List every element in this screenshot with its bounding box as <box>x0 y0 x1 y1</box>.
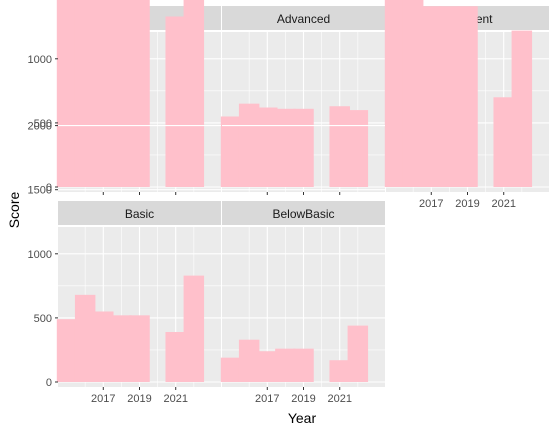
bar <box>165 16 186 187</box>
y-tick-label: 1000 <box>28 54 52 66</box>
bar <box>257 107 278 187</box>
x-axis-title: Year <box>288 410 317 426</box>
facet-proficient: Proficient <box>384 0 549 192</box>
bar <box>129 0 150 188</box>
y-tick-label: 500 <box>34 313 52 325</box>
bar <box>421 6 442 187</box>
bar <box>129 315 150 382</box>
y-tick-label: 2000 <box>28 121 52 133</box>
bar <box>347 110 369 187</box>
bar <box>347 325 369 382</box>
bar <box>238 103 260 187</box>
x-tick-label: 2021 <box>491 198 515 210</box>
x-tick-label: 2021 <box>163 393 187 405</box>
facet-strip-label: Advanced <box>277 12 330 26</box>
y-axes: 05001000150020000500100015002000 <box>28 0 58 389</box>
bar <box>511 30 533 187</box>
x-tick-label: 2017 <box>419 198 443 210</box>
y-axis-title: Score <box>6 192 22 229</box>
facet-strip-label: Basic <box>125 207 154 221</box>
bar <box>257 351 278 382</box>
bar <box>56 319 78 382</box>
bar <box>384 0 406 187</box>
x-tick-label: 2021 <box>327 393 351 405</box>
y-tick-label: 500 <box>34 118 52 130</box>
bar <box>329 106 350 187</box>
bar <box>93 0 114 187</box>
bar <box>74 294 96 382</box>
facet-strip <box>222 6 385 30</box>
y-tick-label: 1500 <box>28 185 52 197</box>
facet-strip <box>58 201 221 225</box>
bar <box>457 6 478 187</box>
bar <box>111 0 132 188</box>
bar <box>56 0 78 188</box>
bar <box>111 315 132 382</box>
y-tick-label: 1000 <box>28 249 52 261</box>
x-tick-label: 2019 <box>127 393 151 405</box>
x-tick-label: 2019 <box>455 198 479 210</box>
bar <box>293 108 314 187</box>
facet-strip-label: BelowBasic <box>272 207 334 221</box>
bar <box>183 275 205 382</box>
x-tick-label: 2017 <box>91 393 115 405</box>
facet-top: Top <box>56 0 221 192</box>
bar <box>275 348 296 382</box>
y-tick-label: 0 <box>46 377 52 389</box>
bar <box>493 97 514 187</box>
y-tick-label: 1500 <box>28 0 52 2</box>
x-axes: 2017 2019 2021 2017 2019 2021 2017 2019 2021 <box>91 192 516 405</box>
bar <box>165 332 186 382</box>
bar <box>402 0 424 187</box>
bar <box>238 339 260 382</box>
facet-strip <box>222 201 385 225</box>
facet-belowbasic: BelowBasic <box>220 125 385 387</box>
bar <box>183 0 205 188</box>
bar <box>74 0 96 187</box>
bar <box>329 360 350 382</box>
x-tick-label: 2019 <box>291 393 315 405</box>
bar <box>293 348 314 382</box>
bar <box>439 6 460 187</box>
bar <box>275 108 296 187</box>
bar <box>220 116 242 187</box>
x-tick-label: 2017 <box>255 393 279 405</box>
facet-panels: Top Advanced Proficient Basic BelowBasic <box>56 0 549 387</box>
bar <box>93 311 114 382</box>
facet-advanced: Advanced <box>220 6 385 192</box>
y-tick-label: 0 <box>46 182 52 194</box>
facet-basic: Basic <box>56 125 221 387</box>
bar <box>220 357 242 382</box>
